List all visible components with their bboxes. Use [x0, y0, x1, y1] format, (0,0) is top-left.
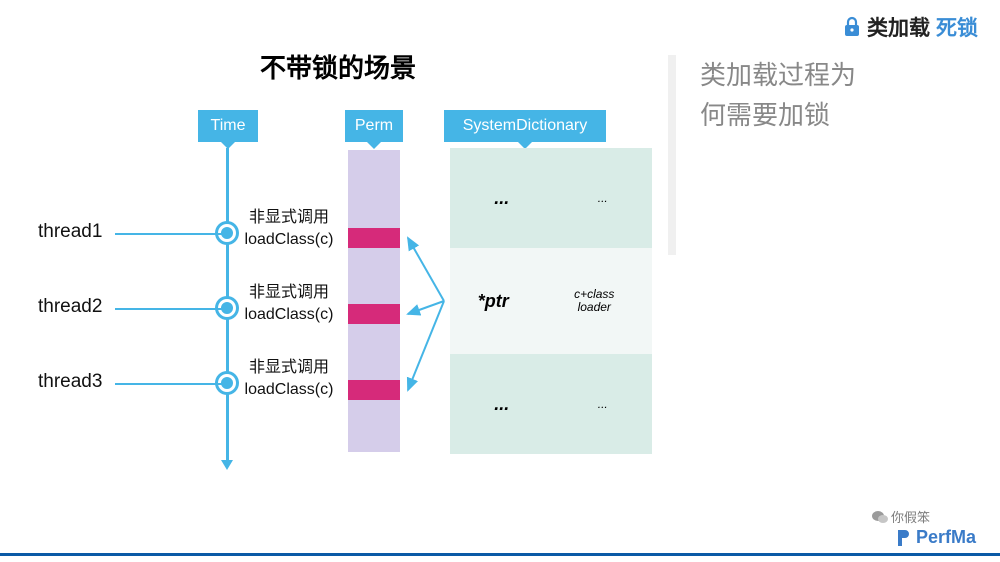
right-divider: [668, 55, 676, 255]
thread-line: [115, 233, 227, 235]
footer-logo: PerfMa: [892, 527, 976, 548]
loadclass-box: 非显式调用loadClass(c): [233, 203, 345, 257]
dict-top-left: ...: [494, 188, 509, 209]
systemdictionary-column: ... ... *ptr c+class loader ... ...: [450, 148, 652, 454]
footer-logo-text: PerfMa: [916, 527, 976, 548]
thread-line: [115, 308, 227, 310]
thread-label: thread1: [38, 221, 102, 243]
perm-segment: [348, 380, 400, 400]
footer-line: [0, 553, 1000, 556]
dict-mid-left: *ptr: [478, 291, 509, 312]
diagram-title: 不带锁的场景: [260, 48, 416, 85]
thread-label: thread2: [38, 296, 102, 318]
perm-segment: [348, 228, 400, 248]
thread-label: thread3: [38, 371, 102, 393]
thread-line: [115, 383, 227, 385]
dict-bot-left: ...: [494, 394, 509, 415]
dict-row-mid: *ptr c+class loader: [450, 248, 652, 354]
header-prefix: 类加载: [867, 12, 930, 42]
dict-bot-right: ...: [598, 397, 608, 411]
right-line1: 类加载过程为: [700, 55, 856, 95]
footer-chat: 你假笨: [872, 507, 930, 526]
dict-row-top: ... ...: [450, 148, 652, 248]
dict-top-right: ...: [598, 191, 608, 205]
perm-column-header: Perm: [345, 110, 403, 142]
right-line2: 何需要加锁: [700, 95, 856, 135]
right-description: 类加载过程为 何需要加锁: [700, 55, 856, 135]
loadclass-box: 非显式调用loadClass(c): [233, 278, 345, 332]
timeline-axis: [226, 148, 229, 460]
time-column-header: Time: [198, 110, 258, 142]
header-badge: 类加载 死锁: [843, 12, 978, 42]
perm-segment: [348, 304, 400, 324]
lock-icon: [843, 16, 861, 38]
dict-row-bot: ... ...: [450, 354, 652, 454]
header-suffix: 死锁: [936, 12, 978, 42]
loadclass-box: 非显式调用loadClass(c): [233, 353, 345, 407]
dict-mid-right: c+class loader: [564, 288, 624, 314]
systemdictionary-column-header: SystemDictionary: [444, 110, 606, 142]
perm-column: [348, 150, 400, 452]
footer-chat-text: 你假笨: [891, 507, 930, 526]
